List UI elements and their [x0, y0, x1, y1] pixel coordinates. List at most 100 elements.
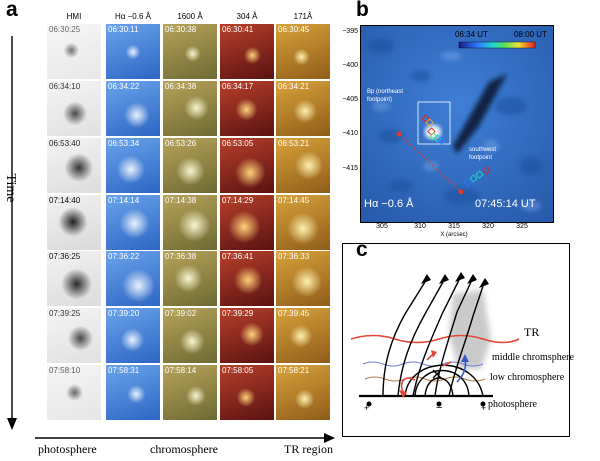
cell-timestamp: 06:53:34	[108, 139, 140, 148]
image-cell-1600: 06:34:38	[163, 81, 217, 136]
spectral-arrow-head	[324, 433, 335, 443]
column-header-hmi: HMI	[66, 12, 82, 21]
panel-b-x-axis-label: X (arcsec)	[440, 232, 468, 238]
polarity-left: +	[364, 403, 370, 413]
cell-timestamp: 06:53:21	[278, 139, 310, 148]
image-cell-1600: 06:30:38	[163, 24, 217, 79]
colorbar-start-label: 06:34 UT	[455, 30, 488, 39]
middle-chromosphere-line	[362, 361, 484, 367]
cartoon-diagram	[350, 272, 520, 407]
image-cell-171: 06:53:21	[276, 138, 330, 193]
panel-b-x-tick: 315	[448, 223, 460, 230]
image-cell-ha: 06:53:34	[106, 138, 160, 193]
panel-a-letter: a	[6, 0, 18, 21]
ha-image	[360, 25, 554, 223]
cell-timestamp: 07:39:02	[165, 309, 197, 318]
image-cell-304: 07:14:29	[220, 195, 274, 250]
cell-timestamp: 07:14:29	[222, 196, 254, 205]
column-header-304: 304 Å	[236, 12, 258, 21]
panel-b-y-tick: −415	[342, 165, 358, 172]
colorbar-end-label: 08:00 UT	[514, 30, 547, 39]
image-cell-1600: 06:53:26	[163, 138, 217, 193]
image-cell-ha: 06:34:22	[106, 81, 160, 136]
panel-b-x-tick: 310	[414, 223, 426, 230]
cell-timestamp: 06:34:21	[278, 82, 310, 91]
cell-timestamp: 07:14:38	[165, 196, 197, 205]
cell-timestamp: 07:58:05	[222, 366, 254, 375]
cell-timestamp: 06:30:45	[278, 25, 310, 34]
image-cell-hmi: 06:53:40	[47, 138, 101, 193]
annotation-northeast-footpoint: Bp (northeast footpoint)	[367, 89, 404, 103]
image-cell-hmi: 06:30:25	[47, 24, 101, 79]
image-cell-hmi: 07:58:10	[47, 365, 101, 420]
bottom-label-chromosphere: chromosphere	[150, 442, 218, 456]
panel-b-y-tick: −410	[342, 130, 358, 137]
cell-timestamp: 06:53:26	[165, 139, 197, 148]
cell-timestamp: 07:39:25	[49, 309, 81, 318]
panel-b-x-tick: 325	[516, 223, 528, 230]
image-cell-304: 07:58:05	[220, 365, 274, 420]
bottom-label-photosphere: photosphere	[38, 442, 97, 456]
panel-b-y-tick: −405	[342, 96, 358, 103]
cell-timestamp: 06:34:10	[49, 82, 81, 91]
image-cell-1600: 07:14:38	[163, 195, 217, 250]
ha-channel-label: Hα −0.6 Å	[364, 198, 414, 210]
cell-timestamp: 06:30:25	[49, 25, 81, 34]
panel-b-letter: b	[356, 0, 369, 21]
label-photosphere: photosphere	[488, 399, 537, 410]
cell-timestamp: 07:36:33	[278, 252, 310, 261]
low-chromosphere-line	[364, 376, 486, 382]
panel-c-frame	[342, 243, 570, 437]
image-cell-171: 06:30:45	[276, 24, 330, 79]
image-cell-1600: 07:58:14	[163, 365, 217, 420]
image-cell-ha: 07:58:31	[106, 365, 160, 420]
cell-timestamp: 06:30:11	[108, 25, 139, 34]
image-cell-hmi: 06:34:10	[47, 81, 101, 136]
cell-timestamp: 07:39:20	[108, 309, 140, 318]
cell-timestamp: 07:39:29	[222, 309, 254, 318]
cell-timestamp: 06:30:38	[165, 25, 197, 34]
image-cell-hmi: 07:36:25	[47, 251, 101, 306]
image-cell-304: 06:53:05	[220, 138, 274, 193]
ha-timestamp: 07:45:14 UT	[475, 198, 536, 210]
bottom-label-tr-region: TR region	[284, 442, 333, 456]
panel-c-letter: c	[356, 238, 368, 261]
cell-timestamp: 07:58:10	[49, 366, 81, 375]
cell-timestamp: 06:53:40	[49, 139, 81, 148]
image-cell-1600: 07:36:38	[163, 251, 217, 306]
cell-timestamp: 06:30:41	[222, 25, 254, 34]
image-cell-171: 07:39:45	[276, 308, 330, 363]
image-cell-ha: 07:39:20	[106, 308, 160, 363]
cell-timestamp: 06:53:05	[222, 139, 254, 148]
polarity-mid: −	[436, 402, 443, 414]
cell-timestamp: 07:36:41	[222, 252, 254, 261]
image-cell-304: 07:39:29	[220, 308, 274, 363]
time-axis-label: Time	[3, 173, 18, 203]
image-cell-304: 07:36:41	[220, 251, 274, 306]
image-cell-hmi: 07:14:40	[47, 195, 101, 250]
cell-timestamp: 07:58:14	[165, 366, 197, 375]
image-cell-171: 07:58:21	[276, 365, 330, 420]
image-cell-hmi: 07:39:25	[47, 308, 101, 363]
cell-timestamp: 07:58:21	[278, 366, 310, 375]
image-cell-304: 06:34:17	[220, 81, 274, 136]
column-header-1600: 1600 Å	[177, 12, 203, 21]
image-cell-1600: 07:39:02	[163, 308, 217, 363]
cell-timestamp: 07:36:38	[165, 252, 197, 261]
cell-timestamp: 06:34:38	[165, 82, 197, 91]
panel-b-x-tick: 305	[376, 223, 388, 230]
panel-b-y-tick: −400	[342, 62, 358, 69]
cell-timestamp: 07:39:45	[278, 309, 310, 318]
tr-line	[350, 334, 520, 344]
image-cell-ha: 06:30:11	[106, 24, 160, 79]
cell-timestamp: 07:58:31	[108, 366, 140, 375]
cell-timestamp: 07:14:45	[278, 196, 310, 205]
cell-timestamp: 07:14:14	[108, 196, 140, 205]
image-cell-ha: 07:14:14	[106, 195, 160, 250]
panel-b-x-tick: 320	[482, 223, 494, 230]
cell-timestamp: 07:14:40	[49, 196, 81, 205]
label-tr: TR	[524, 325, 540, 339]
cell-timestamp: 07:36:22	[108, 252, 140, 261]
annotation-southwest-footpoint: southwest footpoint	[469, 147, 497, 161]
